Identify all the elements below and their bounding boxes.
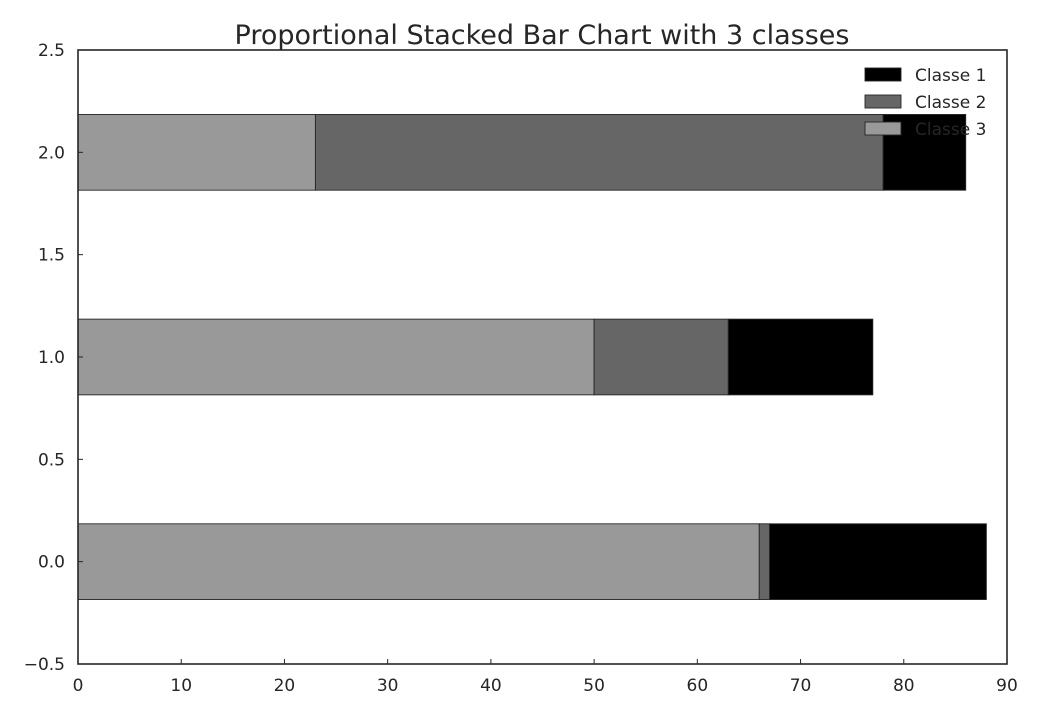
x-tick-label: 10	[170, 676, 192, 696]
legend-swatch-classe-3	[864, 121, 902, 136]
legend-label-classe-2: Classe 2	[915, 93, 986, 113]
x-axis-ticks: 0 10 20 30 40 50 60 70 80 90	[73, 659, 1018, 696]
y-tick-label: 1.0	[38, 348, 65, 368]
bar-classe-3-cat-1	[77, 318, 595, 396]
y-tick-label: 2.5	[38, 41, 65, 61]
legend: Classe 1 Classe 2 Classe 3	[864, 66, 986, 140]
bar-classe-3-cat-2	[77, 114, 316, 191]
legend-swatch-classe-2	[864, 94, 902, 109]
x-tick-label: 30	[377, 676, 399, 696]
y-tick-label: 2.0	[38, 143, 65, 163]
bar-classe-1-cat-1	[727, 318, 874, 396]
legend-swatch-classe-1	[864, 67, 902, 82]
y-tick-label: −0.5	[24, 655, 65, 675]
x-tick-label: 0	[73, 676, 84, 696]
legend-label-classe-3: Classe 3	[915, 120, 986, 140]
x-tick-label: 40	[480, 676, 502, 696]
x-tick-label: 60	[687, 676, 709, 696]
x-tick-label: 70	[790, 676, 812, 696]
legend-label-classe-1: Classe 1	[915, 66, 986, 86]
y-tick-label: 0.0	[38, 553, 65, 573]
x-tick-label: 90	[996, 676, 1018, 696]
bar-classe-2-cat-0	[758, 523, 771, 600]
y-tick-label: 1.5	[38, 246, 65, 266]
y-axis-ticks: −0.5 0.0 0.5 1.0 1.5 2.0 2.5	[24, 41, 83, 675]
bars-group	[77, 114, 987, 600]
bar-classe-2-cat-1	[593, 318, 729, 396]
y-tick-label: 0.5	[38, 450, 65, 470]
chart-title: Proportional Stacked Bar Chart with 3 cl…	[235, 20, 850, 51]
x-tick-label: 50	[583, 676, 605, 696]
bar-classe-2-cat-2	[314, 114, 884, 191]
bar-classe-1-cat-0	[769, 523, 987, 600]
x-tick-label: 80	[893, 676, 915, 696]
bar-classe-3-cat-0	[77, 523, 760, 600]
x-tick-label: 20	[274, 676, 296, 696]
